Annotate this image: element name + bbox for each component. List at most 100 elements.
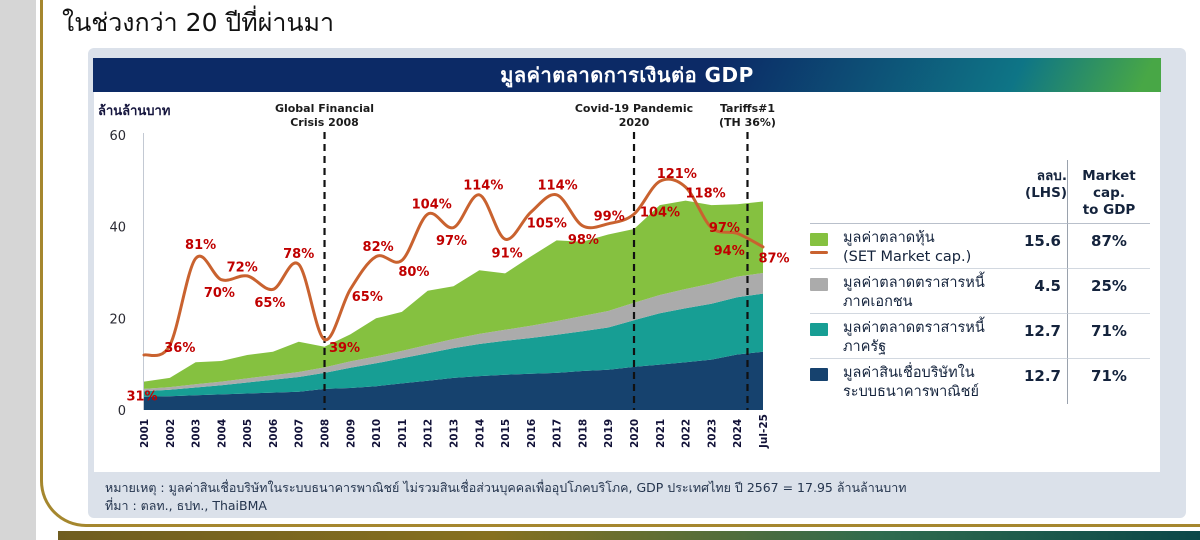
pct-data-label: 39%: [329, 341, 360, 356]
pct-data-label: 94%: [714, 244, 745, 259]
set-marketcap-line: [142, 177, 765, 358]
x-tick-label: 2020: [629, 419, 641, 448]
x-tick-label: 2017: [552, 419, 564, 448]
annotation-line: Covid-19 Pandemic: [574, 102, 694, 115]
x-tick-label: 2021: [655, 419, 667, 448]
pct-data-label: 99%: [594, 209, 625, 224]
pct-data-label: 31%: [126, 390, 157, 405]
left-gray-strip: [0, 0, 36, 540]
pct-data-label: 114%: [463, 178, 503, 193]
legend-color-swatch: [810, 368, 828, 381]
x-tick-label: 2010: [371, 419, 383, 448]
chart-title-bar: มูลค่าตลาดการเงินต่อ GDP: [93, 58, 1161, 92]
legend-value-pct: 71%: [1067, 359, 1150, 404]
annotation-line: Global Financial: [274, 102, 375, 115]
legend-value-pct: 87%: [1067, 224, 1150, 269]
y-axis-title: ล้านล้านบาท: [98, 104, 171, 119]
x-tick-label: 2004: [216, 419, 228, 448]
legend-value-lhs: 4.5: [1015, 269, 1067, 314]
x-tick-label: 2013: [448, 419, 460, 448]
x-tick-label: 2008: [320, 419, 332, 448]
y-tick-label: 20: [109, 312, 126, 327]
pct-data-label: 72%: [227, 260, 258, 275]
x-tick-label: 2023: [706, 419, 718, 448]
pct-data-label: 87%: [758, 251, 789, 266]
pct-data-label: 97%: [436, 234, 467, 249]
pct-data-label: 82%: [363, 240, 394, 255]
legend-value-lhs: 12.7: [1023, 367, 1061, 385]
legend-color-swatch: [810, 323, 828, 336]
annotation-line: 2020: [618, 115, 650, 129]
x-tick-label: 2007: [294, 419, 306, 448]
annotation-line: (TH 36%): [719, 115, 776, 129]
legend-label: มูลค่าตลาดตราสารหนี้ ภาครัฐ: [843, 314, 1015, 359]
legend-swatch: [810, 224, 843, 269]
bottom-accent-bar: [58, 531, 1200, 540]
pct-data-label: 114%: [538, 178, 578, 193]
pct-data-label: 70%: [204, 286, 235, 301]
pct-data-label: 80%: [398, 265, 429, 280]
pct-data-label: 91%: [492, 247, 523, 262]
legend-label: มูลค่าตลาดตราสารหนี้ ภาคเอกชน: [843, 269, 1015, 314]
legend-swatch: [810, 359, 843, 404]
legend-label: มูลค่าสินเชื่อบริษัทใน ระบบธนาคารพาณิชย์: [843, 365, 980, 400]
x-tick-label: 2015: [500, 419, 512, 448]
stacked-area-line-chart: 0 20 40 60 31% 36% 81% 70% 72% 65% 78% 39% 65% 82% 80%…: [109, 129, 789, 449]
x-tick-label: 2024: [732, 419, 744, 448]
pct-data-label: 105%: [527, 217, 567, 232]
legend-table: ลลบ. (LHS) Market cap. to GDP มูลค่าตลาดหุ้น…: [810, 160, 1150, 404]
y-tick-label: 60: [109, 129, 126, 144]
event-annotation: Global Financial Crisis 2008: [250, 102, 400, 129]
area-series: [144, 200, 763, 389]
y-tick-label: 40: [109, 221, 126, 236]
x-tick-label: 2014: [474, 419, 486, 448]
x-tick-label: 2001: [139, 419, 151, 448]
legend-line-marker: [810, 251, 828, 254]
slide-heading: ในช่วงกว่า 20 ปีที่ผ่านมา: [62, 8, 335, 37]
legend-header-lhs: ลลบ. (LHS): [1015, 160, 1067, 224]
legend-color-swatch: [810, 233, 828, 246]
pct-data-label: 121%: [657, 167, 697, 182]
legend-header-marketcap: Market cap. to GDP: [1067, 160, 1150, 224]
event-annotation: Covid-19 Pandemic 2020: [559, 102, 709, 129]
area-series: [144, 351, 763, 410]
legend-value-lhs: 12.7: [1015, 314, 1067, 359]
legend-header-spacer: [843, 160, 1015, 224]
footnote-source: ที่มา : ตลท., ธปท., ThaiBMA: [105, 498, 267, 513]
x-tick-label: 2009: [345, 419, 357, 448]
x-tick-label: 2006: [268, 419, 280, 448]
annotation-line: Crisis 2008: [290, 115, 359, 129]
x-tick-label: 2016: [526, 419, 538, 448]
pct-data-label: 104%: [412, 198, 452, 213]
x-tick-label: 2022: [681, 419, 693, 448]
legend-swatch: [810, 269, 843, 314]
pct-data-label: 65%: [352, 290, 383, 305]
x-tick-label: 2002: [165, 419, 177, 448]
pct-data-label: 36%: [164, 341, 195, 356]
x-tick-label: 2012: [423, 419, 435, 448]
chart-title: มูลค่าตลาดการเงินต่อ GDP: [500, 63, 754, 87]
area-series: [144, 293, 763, 397]
x-tick-label: 2011: [397, 419, 409, 448]
footnote-note: หมายเหตุ : มูลค่าสินเชื่อบริษัทในระบบธนา…: [105, 480, 907, 495]
x-tick-label: 2018: [577, 419, 589, 448]
legend-label: มูลค่าตลาดหุ้น (SET Market cap.): [843, 224, 1015, 269]
pct-data-label: 65%: [254, 296, 285, 311]
legend-value-pct: 25%: [1067, 269, 1150, 314]
x-tick-label: Jul-25: [758, 414, 770, 449]
legend-header-spacer: [810, 160, 843, 224]
x-tick-label: 2019: [603, 419, 615, 448]
x-tick-label: 2005: [242, 419, 254, 448]
annotation-line: Tariffs#1: [719, 102, 775, 115]
legend-value-pct: 71%: [1067, 314, 1150, 359]
chart-panel: มูลค่าตลาดการเงินต่อ GDP ล้านล้านบาท 0 20…: [88, 48, 1186, 518]
pct-data-label: 97%: [709, 221, 740, 236]
pct-data-label: 104%: [640, 206, 680, 221]
y-tick-label: 0: [118, 404, 126, 419]
pct-data-label: 81%: [185, 238, 216, 253]
pct-data-label: 118%: [686, 187, 726, 202]
event-annotation: Tariffs#1 (TH 36%): [672, 102, 822, 129]
legend-color-swatch: [810, 278, 828, 291]
pct-data-label: 98%: [568, 233, 599, 248]
